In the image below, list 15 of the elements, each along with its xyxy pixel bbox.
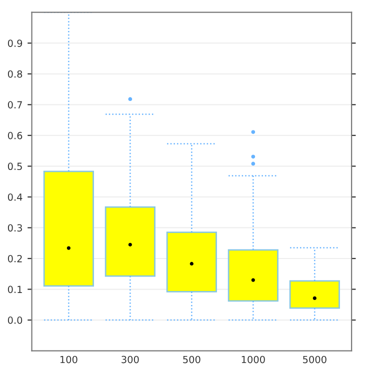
y-tick-label: 0.9 xyxy=(8,40,22,47)
y-tick-label: 0.1 xyxy=(8,286,22,294)
x-tick-label: 500 xyxy=(183,356,200,364)
y-tick-label: 0.0 xyxy=(8,316,22,324)
x-tick-label: 5000 xyxy=(303,356,326,364)
y-tick-label: 0.3 xyxy=(8,224,22,232)
y-tick-label: 0.2 xyxy=(8,254,22,262)
y-tick-label: 0.5 xyxy=(8,162,22,170)
x-tick-label: 1000 xyxy=(242,356,265,364)
y-tick-label: 0.8 xyxy=(8,70,22,78)
y-tick-label: 0.7 xyxy=(8,101,22,108)
x-tick-label: 300 xyxy=(122,356,139,364)
y-tick-label: 0.6 xyxy=(8,132,22,140)
x-tick-label: 100 xyxy=(60,356,78,364)
y-tick-label: 0.4 xyxy=(8,193,22,201)
